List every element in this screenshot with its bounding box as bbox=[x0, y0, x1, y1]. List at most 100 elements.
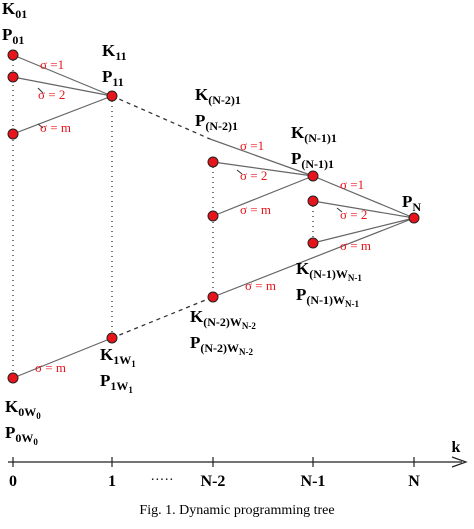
node-label: K(N-1)WN-1 bbox=[296, 259, 362, 283]
label-main: P bbox=[296, 285, 306, 304]
edges bbox=[12, 54, 415, 379]
edge-label: σ = 2 bbox=[240, 168, 267, 183]
node-label: P1W1 bbox=[100, 371, 133, 395]
edge bbox=[12, 76, 113, 97]
edge bbox=[212, 161, 314, 177]
label-sub: (N-2)1 bbox=[205, 119, 238, 133]
tick-label: 1 bbox=[108, 473, 116, 490]
label-sub: 11 bbox=[112, 75, 123, 89]
label-main: P bbox=[5, 423, 15, 442]
node bbox=[106, 90, 118, 102]
axis bbox=[8, 456, 468, 468]
label-sub: (N-1)1 bbox=[304, 131, 337, 145]
label-sub: N bbox=[412, 200, 421, 214]
edge-label: σ = m bbox=[245, 278, 276, 293]
label-main: K bbox=[195, 85, 209, 104]
label-sub: (N-2)1 bbox=[208, 93, 241, 107]
label-sub: (N-1)W bbox=[309, 267, 348, 281]
tick-label: N-2 bbox=[201, 473, 226, 490]
axis-ellipsis: ····· bbox=[150, 473, 173, 488]
label-main: K bbox=[100, 345, 114, 364]
node-label: P(N-2)WN-2 bbox=[190, 333, 254, 357]
label-sub: (N-1)1 bbox=[301, 157, 334, 171]
edge bbox=[312, 217, 415, 244]
label-main: P bbox=[100, 371, 110, 390]
axis-arrow bbox=[451, 456, 468, 468]
label-subsub: N-2 bbox=[239, 347, 253, 357]
edge bbox=[212, 217, 415, 298]
node bbox=[7, 372, 19, 384]
edge-label: σ = m bbox=[35, 360, 66, 375]
edge bbox=[209, 138, 314, 177]
label-subsub: N-1 bbox=[345, 299, 359, 309]
label-sub: 01 bbox=[15, 7, 27, 21]
label-main: K bbox=[5, 397, 19, 416]
label-sub: 11 bbox=[115, 49, 126, 63]
node-label: K(N-1)1 bbox=[291, 123, 337, 145]
label-main: K bbox=[190, 307, 204, 326]
label-sub: (N-2)W bbox=[200, 341, 239, 355]
node-label: P0W0 bbox=[5, 423, 38, 447]
label-sub: 0W bbox=[15, 431, 33, 445]
label-subsub: N-1 bbox=[348, 273, 362, 283]
node-label: K1W1 bbox=[100, 345, 136, 369]
node-label: K01 bbox=[2, 0, 27, 21]
axis-label: k bbox=[452, 439, 461, 456]
edge-label: σ = 2 bbox=[38, 87, 65, 102]
edge bbox=[12, 54, 113, 97]
node-label: K0W0 bbox=[5, 397, 41, 421]
label-main: P bbox=[195, 111, 205, 130]
tick-label: N-1 bbox=[301, 473, 326, 490]
tick-label: 0 bbox=[9, 473, 17, 490]
caption: Fig. 1. Dynamic programming tree bbox=[139, 503, 334, 518]
edge bbox=[312, 175, 415, 219]
node-label: PN bbox=[402, 192, 421, 214]
edge-label: σ = m bbox=[340, 238, 371, 253]
label-subsub: 0 bbox=[33, 437, 38, 447]
edge bbox=[212, 175, 314, 217]
node bbox=[307, 237, 319, 249]
label-main: P bbox=[102, 67, 112, 86]
node bbox=[207, 291, 219, 303]
label-subsub: 0 bbox=[36, 411, 41, 421]
node-label: K11 bbox=[102, 41, 127, 63]
label-main: K bbox=[296, 259, 310, 278]
node-label: P11 bbox=[102, 67, 124, 89]
label-main: K bbox=[291, 123, 305, 142]
nodes bbox=[7, 49, 420, 384]
edge-label: σ =1 bbox=[240, 138, 264, 153]
label-subsub: 1 bbox=[128, 385, 133, 395]
label-sub: 01 bbox=[12, 33, 24, 47]
node-label: P(N-1)WN-1 bbox=[296, 285, 360, 309]
node bbox=[307, 170, 319, 182]
edge-label: σ =1 bbox=[340, 177, 364, 192]
edge bbox=[12, 95, 113, 135]
node bbox=[7, 128, 19, 140]
edge-label: σ = m bbox=[40, 120, 71, 135]
label-main: P bbox=[402, 192, 412, 211]
dashed-edge bbox=[111, 296, 214, 339]
edge bbox=[12, 337, 113, 379]
label-main: K bbox=[102, 41, 116, 60]
tick-label: N bbox=[408, 473, 420, 490]
label-subsub: N-2 bbox=[242, 321, 256, 331]
label-main: K bbox=[2, 0, 16, 18]
node-label: K(N-2)WN-2 bbox=[190, 307, 256, 331]
node bbox=[408, 212, 420, 224]
label-main: P bbox=[190, 333, 200, 352]
node bbox=[207, 210, 219, 222]
node bbox=[207, 156, 219, 168]
edge-label: σ = 2 bbox=[340, 207, 367, 222]
node bbox=[106, 332, 118, 344]
label-sub: (N-1)W bbox=[306, 293, 345, 307]
node-label: P(N-1)1 bbox=[291, 149, 334, 171]
label-subsub: 1 bbox=[131, 359, 136, 369]
node-label: K(N-2)1 bbox=[195, 85, 241, 107]
node-label: P01 bbox=[2, 25, 24, 47]
dashed-edge bbox=[111, 95, 211, 140]
label-main: P bbox=[2, 25, 12, 44]
label-main: P bbox=[291, 149, 301, 168]
label-sub: (N-2)W bbox=[203, 315, 242, 329]
label-sub: 0W bbox=[18, 405, 36, 419]
